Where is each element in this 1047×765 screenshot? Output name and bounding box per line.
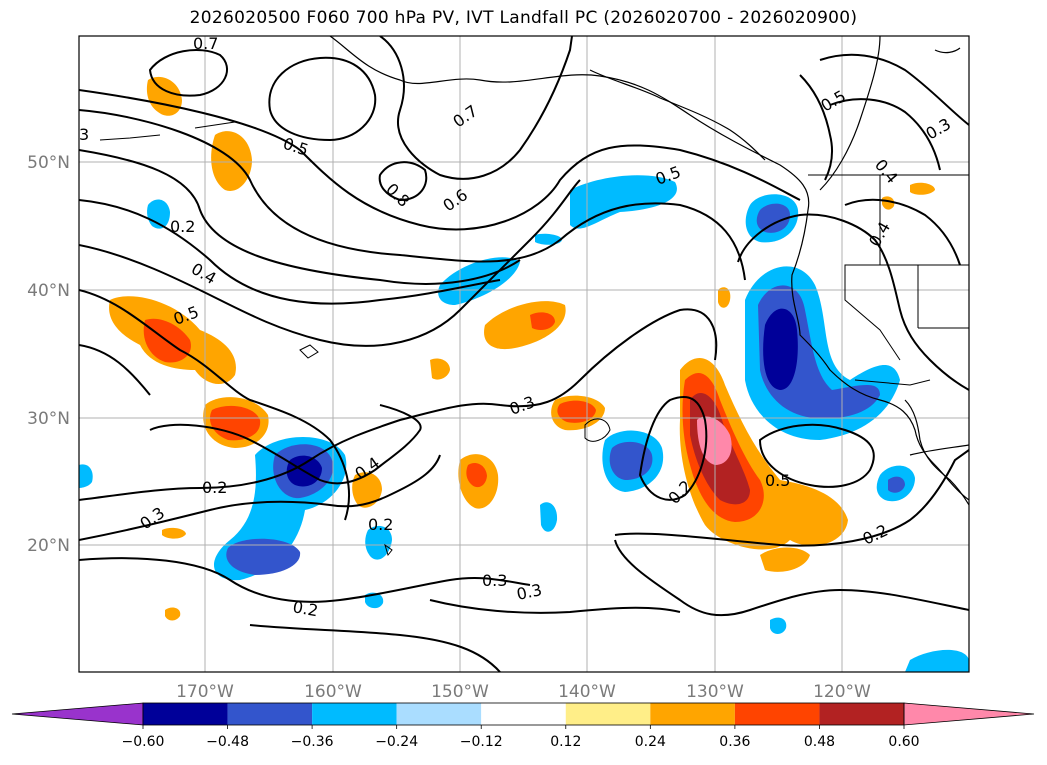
- lat-axis: 50°N 40°N 30°N 20°N: [27, 153, 70, 556]
- negative-pv-region: [226, 538, 301, 575]
- positive-pv-region: [760, 547, 810, 572]
- lon-tick-label: 160°W: [304, 682, 362, 702]
- positive-pv-region: [352, 472, 382, 508]
- positive-pv-region: [430, 358, 450, 380]
- contour-label: 0.3: [482, 571, 507, 590]
- contour-label: 0.2: [291, 597, 319, 620]
- positive-pv-region: [910, 182, 935, 195]
- negative-pv-region: [888, 476, 905, 493]
- colorbar-tick-label: 0.24: [635, 734, 666, 750]
- negative-pv-region: [535, 233, 562, 245]
- negative-pv-region: [540, 502, 558, 532]
- negative-pv-region: [365, 525, 392, 560]
- contour-label: 0.2: [368, 515, 393, 534]
- colorbar-tick-label: −0.24: [375, 734, 418, 750]
- colorbar-tick-label: 0.48: [804, 734, 835, 750]
- positive-pv-region: [162, 527, 186, 539]
- map-border: [78, 35, 970, 673]
- colorbar-segment: [396, 703, 482, 725]
- negative-pv-region: [770, 617, 787, 634]
- contour-label: 0.3: [515, 580, 544, 604]
- map-content: 0.7 0.5 0.3 0.8 0.7 0.6 0.5 0.5 0.4 0.2 …: [79, 34, 969, 672]
- positive-pv-region: [209, 405, 261, 441]
- lon-tick-label: 120°W: [813, 682, 871, 702]
- colorbar-segment: [734, 703, 820, 725]
- positive-pv-region: [557, 400, 596, 423]
- negative-pv-region: [756, 203, 790, 233]
- colorbar-tick-label: 0.12: [550, 734, 581, 750]
- positive-pv-region: [718, 287, 731, 308]
- positive-pv-region: [466, 463, 487, 488]
- lon-tick-label: 140°W: [558, 682, 616, 702]
- colorbar-tick-label: −0.48: [206, 734, 249, 750]
- lon-tick-label: 150°W: [431, 682, 489, 702]
- positive-pv-region: [211, 131, 252, 191]
- colorbar-segment: [227, 703, 313, 725]
- contour-label: 0.7: [193, 34, 218, 53]
- positive-pv-region: [165, 607, 181, 621]
- colorbar-segment: [819, 703, 904, 725]
- negative-pv-region: [365, 592, 384, 609]
- colorbar: −0.60 −0.48 −0.36 −0.24 −0.12 0.12 0.24 0.36 0.4…: [11, 702, 1035, 750]
- colorbar-segment: [312, 703, 397, 725]
- colorbar-segment: [565, 703, 651, 725]
- map-title: 2026020500 F060 700 hPa PV, IVT Landfall…: [189, 8, 858, 28]
- colorbar-tick-label: 0.36: [719, 734, 750, 750]
- coastlines: [329, 36, 969, 506]
- colorbar-tick-label: −0.12: [460, 734, 503, 750]
- lat-tick-label: 20°N: [27, 536, 70, 556]
- contour-label: 0.5: [765, 471, 790, 490]
- colorbar-segment: [143, 703, 228, 725]
- colorbar-extend-max: [903, 702, 1035, 726]
- negative-pv-region: [905, 649, 969, 672]
- political-borders: [808, 174, 969, 386]
- pv-shading-layer: [79, 76, 969, 672]
- negative-pv-region: [79, 464, 93, 488]
- negative-pv-region: [763, 308, 798, 390]
- contour-label: 0.2: [170, 217, 195, 236]
- colorbar-tick-label: 0.60: [888, 734, 919, 750]
- colorbar-segment: [650, 703, 735, 725]
- negative-pv-region: [609, 441, 653, 480]
- pv-contours: [79, 36, 969, 672]
- colorbar-outline: [142, 702, 905, 726]
- contour-label: 3: [79, 125, 89, 144]
- lon-tick-label: 170°W: [176, 682, 234, 702]
- positive-pv-region: [530, 312, 555, 330]
- lat-tick-label: 40°N: [27, 281, 70, 301]
- lat-tick-label: 50°N: [27, 153, 70, 173]
- contour-label: 0.2: [202, 478, 227, 497]
- lon-axis: 170°W 160°W 150°W 140°W 130°W 120°W: [176, 682, 871, 702]
- colorbar-extend-min: [11, 702, 144, 726]
- lon-tick-label: 130°W: [686, 682, 744, 702]
- lat-tick-label: 30°N: [27, 409, 70, 429]
- colorbar-segment: [481, 703, 566, 725]
- colorbar-tick-label: −0.36: [291, 734, 334, 750]
- islands: [99, 121, 611, 557]
- colorbar-tick-label: −0.60: [122, 734, 165, 750]
